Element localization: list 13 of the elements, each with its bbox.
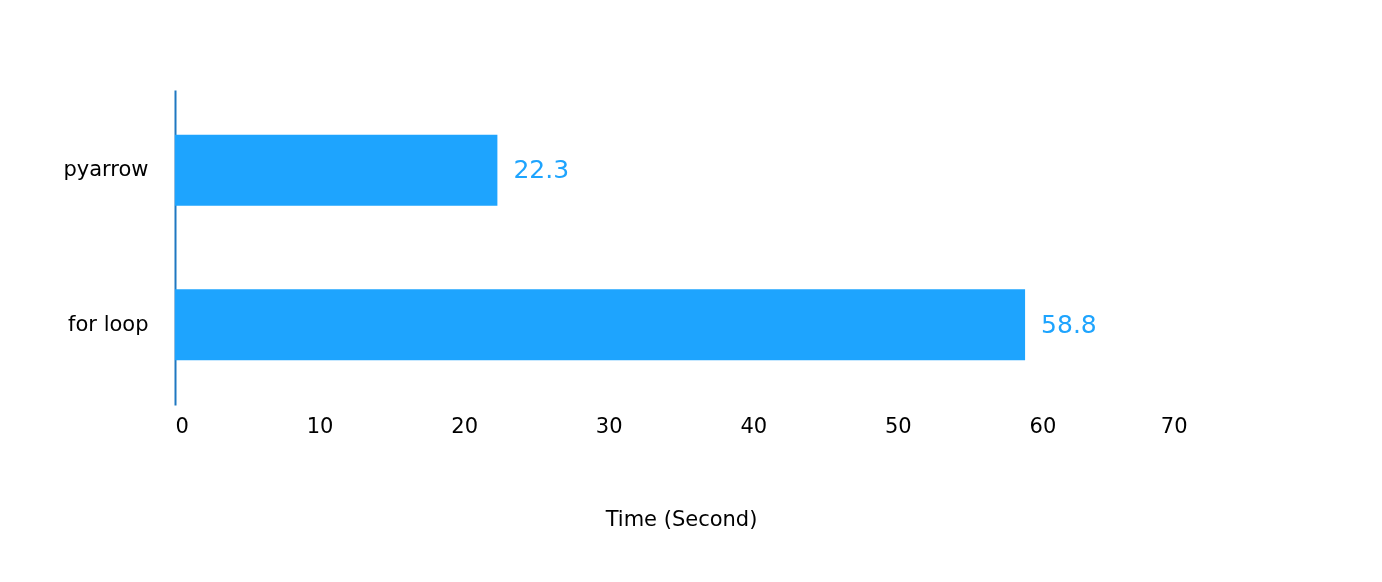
x-tick-label: 60 <box>1029 413 1057 438</box>
x-tick-label: 70 <box>1160 413 1188 438</box>
x-tick-label: 0 <box>175 413 189 438</box>
x-tick-label: 20 <box>451 413 479 438</box>
y-tick-label: pyarrow <box>63 157 149 182</box>
x-tick-label: 50 <box>884 413 912 438</box>
data-label: 58.8 <box>1041 309 1097 339</box>
x-tick-label: 40 <box>740 413 768 438</box>
x-tick-label: 30 <box>595 413 623 438</box>
y-tick-label: for loop <box>68 311 149 336</box>
x-axis-title: Time (Second) <box>604 506 758 531</box>
data-label: 22.3 <box>513 155 570 185</box>
x-tick-label: 10 <box>306 413 334 438</box>
